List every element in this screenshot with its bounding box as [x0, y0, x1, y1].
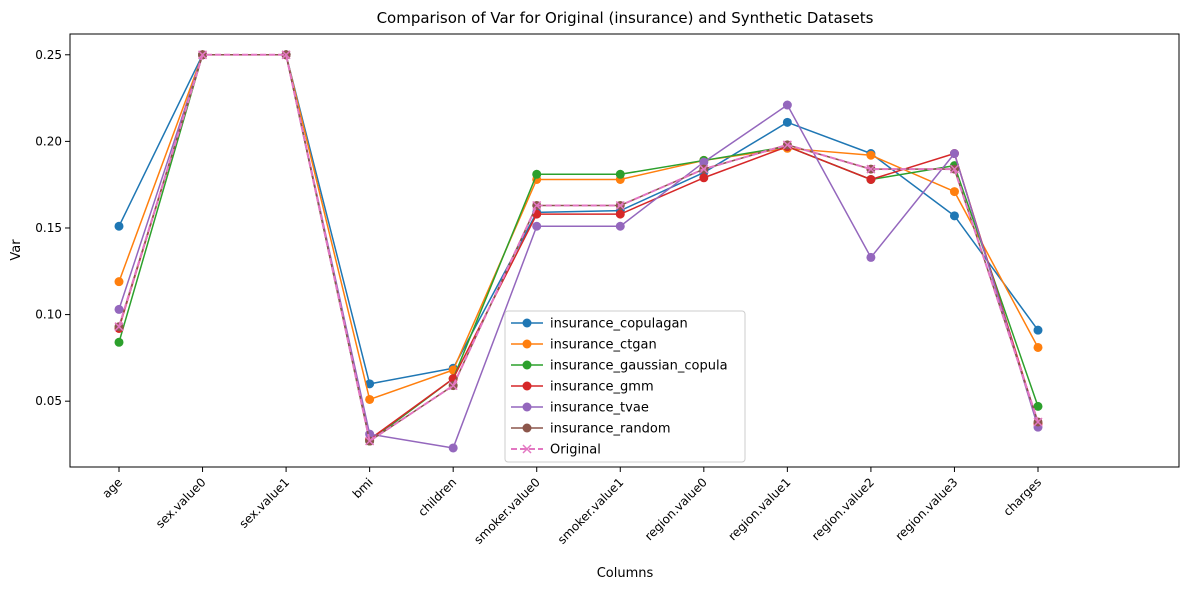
data-point	[1033, 417, 1043, 427]
data-point	[949, 211, 959, 221]
legend-marker	[522, 318, 532, 328]
data-point	[949, 164, 959, 174]
y-axis-title: Var	[9, 239, 24, 261]
data-point	[365, 379, 375, 389]
data-point	[532, 200, 542, 210]
legend-item: Original	[511, 443, 601, 458]
data-point	[114, 337, 124, 347]
legend-marker	[522, 402, 532, 412]
legend-box	[504, 310, 746, 463]
data-point	[1033, 342, 1043, 352]
legend-label: insurance_tvae	[550, 401, 649, 416]
data-point	[114, 277, 124, 287]
legend-item: insurance_copulagan	[511, 317, 688, 332]
series-layer	[114, 50, 1043, 453]
data-point	[949, 187, 959, 197]
chart-title: Comparison of Var for Original (insuranc…	[377, 9, 874, 27]
data-point	[866, 164, 876, 174]
plot-frame	[69, 33, 1180, 468]
data-point	[448, 443, 458, 453]
legend-item: insurance_gmm	[511, 380, 654, 395]
legend-marker	[522, 339, 532, 349]
data-point	[866, 174, 876, 184]
data-point	[699, 157, 709, 167]
data-point	[949, 149, 959, 159]
legend-label: insurance_copulagan	[550, 317, 688, 332]
legend-label: insurance_ctgan	[550, 338, 657, 353]
data-point	[615, 169, 625, 179]
legend-label: insurance_gmm	[550, 380, 654, 395]
legend-item: insurance_tvae	[511, 401, 649, 416]
legend-item: insurance_gaussian_copula	[511, 359, 728, 374]
x-axis-title: Columns	[597, 566, 654, 581]
legend-label: insurance_gaussian_copula	[550, 359, 728, 374]
data-point	[782, 140, 792, 150]
data-point	[866, 252, 876, 262]
legend-marker	[522, 423, 532, 433]
y-tick-label: 0.15	[35, 221, 62, 235]
series-Original	[114, 50, 1043, 446]
legend-item: insurance_ctgan	[511, 338, 657, 353]
legend-item: insurance_random	[511, 422, 670, 437]
data-point	[365, 394, 375, 404]
data-point	[699, 173, 709, 183]
data-point	[1033, 325, 1043, 335]
y-axis-ticks: 0.05 0.10 0.15 0.20 0.25	[35, 48, 70, 408]
data-point	[699, 164, 709, 174]
data-point	[532, 169, 542, 179]
data-point	[448, 381, 458, 391]
legend-marker	[522, 360, 532, 370]
y-tick-label: 0.20	[35, 134, 62, 148]
data-point	[615, 209, 625, 219]
y-tick-label: 0.05	[35, 394, 62, 408]
data-point	[615, 200, 625, 210]
series-line	[118, 53, 1039, 443]
data-point	[114, 322, 124, 332]
legend: insurance_copulagan insurance_ctganinsura…	[504, 310, 746, 463]
data-point	[532, 221, 542, 231]
data-point	[365, 436, 375, 446]
data-point	[114, 304, 124, 314]
data-point	[615, 221, 625, 231]
data-point	[281, 50, 291, 60]
data-point	[782, 100, 792, 110]
y-tick-label: 0.10	[35, 308, 62, 322]
legend-label: Original	[550, 443, 601, 458]
data-point	[866, 150, 876, 160]
data-point	[198, 50, 208, 60]
legend-marker	[522, 444, 532, 454]
data-point	[782, 117, 792, 127]
data-point	[114, 221, 124, 231]
data-point	[1033, 401, 1043, 411]
legend-label: insurance_random	[550, 422, 670, 437]
y-tick-label: 0.25	[35, 48, 62, 62]
legend-marker	[522, 381, 532, 391]
